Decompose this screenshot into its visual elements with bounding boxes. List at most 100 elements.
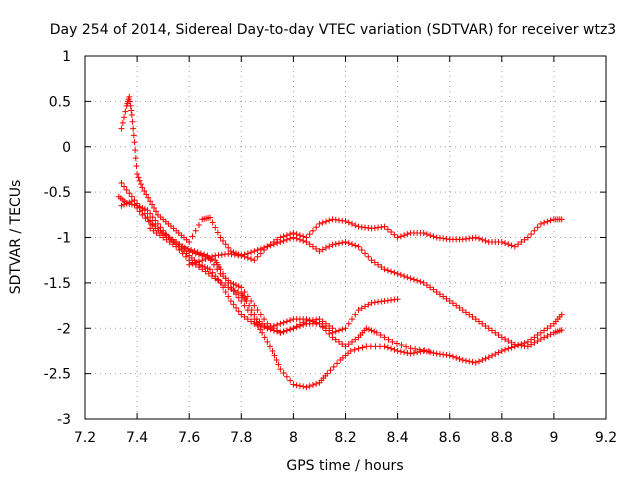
data-point (202, 256, 209, 263)
data-point (275, 361, 282, 368)
data-point (210, 261, 217, 268)
data-point (235, 283, 242, 290)
data-point (332, 241, 339, 248)
data-point (397, 348, 404, 355)
data-point (119, 119, 126, 126)
data-point (349, 220, 356, 227)
data-point (547, 217, 554, 224)
data-point (296, 236, 303, 243)
data-point (261, 324, 268, 331)
data-point (300, 237, 307, 244)
data-point (534, 337, 541, 344)
data-point (253, 319, 260, 326)
data-point (427, 232, 434, 239)
data-point (123, 200, 130, 207)
data-point (248, 249, 255, 256)
data-point (342, 343, 349, 350)
data-point (401, 273, 408, 280)
data-point (401, 232, 408, 239)
data-point (368, 327, 375, 334)
data-point (222, 241, 229, 248)
data-point (127, 102, 134, 109)
data-point (274, 321, 281, 328)
data-point (502, 240, 509, 247)
data-point (388, 268, 395, 275)
data-point (322, 320, 329, 327)
data-point (476, 358, 483, 365)
data-point (544, 325, 551, 332)
data-point (230, 301, 237, 308)
data-point (274, 327, 281, 334)
data-point (322, 244, 329, 251)
data-point (394, 347, 401, 354)
data-point (168, 236, 175, 243)
data-point (436, 291, 443, 298)
data-point (534, 332, 541, 339)
data-point (420, 347, 427, 354)
data-point (327, 367, 334, 374)
data-point (283, 236, 290, 243)
data-point (326, 243, 333, 250)
data-point (482, 355, 489, 362)
data-point (199, 266, 206, 273)
data-point (443, 295, 450, 302)
data-point (420, 229, 427, 236)
grid (85, 56, 606, 419)
data-point (479, 236, 486, 243)
data-point (139, 184, 146, 191)
data-point (558, 216, 565, 223)
data-point (393, 340, 400, 347)
data-point (394, 296, 401, 303)
data-point (290, 234, 297, 241)
data-point (326, 217, 333, 224)
data-point (248, 307, 255, 314)
data-point (182, 253, 189, 260)
data-point (195, 263, 202, 270)
data-point (152, 225, 159, 232)
data-point (373, 329, 380, 336)
data-point (145, 218, 152, 225)
data-point (489, 352, 496, 359)
data-point (446, 298, 453, 305)
data-point (199, 257, 206, 264)
data-point (352, 336, 359, 343)
x-tick-label: 7.8 (230, 430, 252, 446)
data-point (345, 320, 352, 327)
data-point (214, 276, 221, 283)
data-point (335, 338, 342, 345)
x-tick-label: 8.6 (439, 430, 461, 446)
data-point (505, 345, 512, 352)
data-point (220, 237, 227, 244)
data-point (296, 321, 303, 328)
x-tick-label: 9.2 (595, 430, 617, 446)
data-point (179, 250, 186, 257)
data-point (381, 343, 388, 350)
data-point (466, 358, 473, 365)
data-point (319, 219, 326, 226)
data-point (131, 201, 138, 208)
data-point (192, 227, 199, 234)
data-point (207, 266, 214, 273)
data-point (227, 298, 234, 305)
data-point (191, 248, 198, 255)
data-point (241, 251, 248, 258)
data-point (142, 215, 149, 222)
data-point (329, 241, 336, 248)
data-point (287, 317, 294, 324)
data-point (290, 381, 297, 388)
data-point (149, 201, 156, 208)
data-point (322, 218, 329, 225)
data-point (121, 183, 128, 190)
data-point (270, 325, 277, 332)
data-point (352, 242, 359, 249)
data-point (449, 353, 456, 360)
data-point (469, 359, 476, 366)
data-point (358, 246, 365, 253)
data-point (446, 352, 453, 359)
data-point (313, 224, 320, 231)
data-point (184, 245, 191, 252)
data-point (495, 332, 502, 339)
data-point (147, 210, 154, 217)
data-point (381, 223, 388, 230)
data-point (362, 250, 369, 257)
